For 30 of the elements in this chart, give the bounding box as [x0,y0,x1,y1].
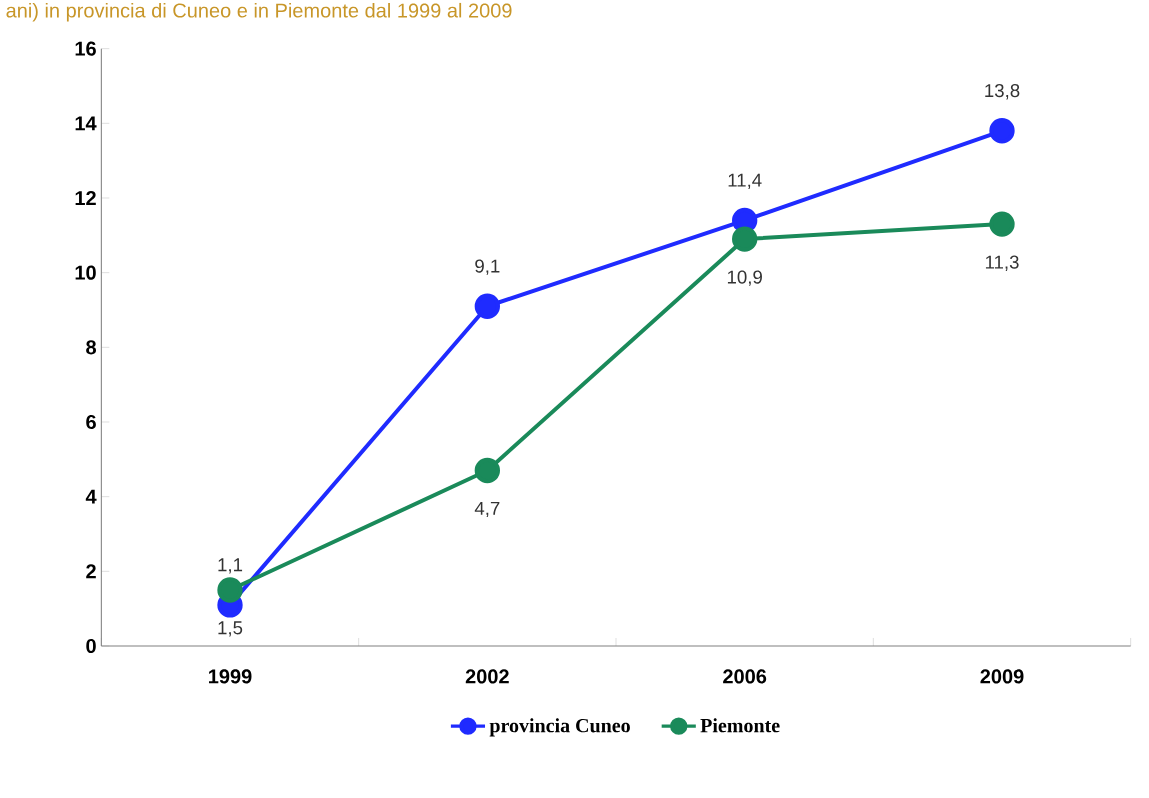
data-label: 11,3 [985,255,1019,271]
y-tick-label: 8 [86,340,96,355]
point [989,211,1015,237]
x-tick-label: 2006 [723,669,767,684]
y-tick-label: 4 [85,489,97,504]
y-tick-label: 10 [75,265,96,280]
data-label: 13,8 [985,83,1020,100]
legend-label: Piemonte [700,718,780,733]
legend-label: provincia Cuneo [489,718,630,737]
y-tick-label: 14 [75,116,97,131]
y-tick-label: 0 [86,638,96,654]
point [989,118,1015,144]
data-label: 9,1 [475,259,500,275]
point [474,457,501,484]
data-label: 1,1 [218,558,243,574]
y-tick-label: 6 [86,414,96,430]
x-tick-label: 1999 [209,669,252,684]
data-label: 1,5 [218,621,243,637]
y-tick-label: 2 [86,564,96,579]
y-tick-label: 12 [75,191,96,205]
point [217,577,243,603]
x-tick-label: 2002 [465,669,509,684]
data-label: 11,4 [728,173,762,190]
x-tick-label: 2009 [980,669,1024,684]
data-label: 10,9 [727,270,762,286]
chart-title: ani) in provincia di Cuneo e in Piemonte dal 1999 al 2009 [6,2,512,22]
point [732,226,758,252]
data-label: 4,7 [474,501,500,518]
y-tick-label: 16 [75,41,96,56]
point [474,293,501,319]
